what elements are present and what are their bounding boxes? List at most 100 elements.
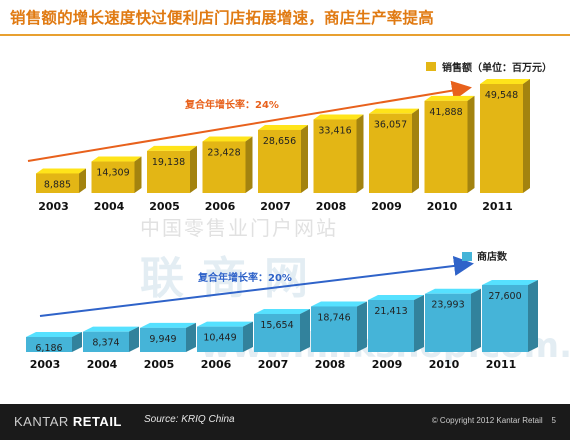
- stores-year-label: 2007: [258, 358, 289, 371]
- stores-bar-top: [425, 288, 481, 294]
- sales-bar-top: [147, 145, 197, 151]
- stores-year-label: 2010: [429, 358, 460, 371]
- sales-year-label: 2008: [316, 200, 347, 213]
- kantar-retail-logo: KANTAR RETAIL: [14, 414, 122, 429]
- sales-bar-side: [301, 124, 308, 193]
- stores-bar-side: [186, 322, 196, 352]
- charts-canvas: 复合年增长率：24% 销售额（单位：百万元） 8,885 2003 14,309 2004…: [26, 61, 552, 371]
- stores-trend-arrow: [39, 255, 474, 317]
- stores-legend-label: 商店数: [477, 250, 508, 263]
- stores-bar-top: [368, 294, 424, 300]
- stores-bar-side: [471, 288, 481, 352]
- stores-bar: [311, 306, 357, 352]
- page-title: 销售额的增长速度快过便利店门店拓展增速，商店生产率提高: [10, 9, 434, 27]
- page-number: 5: [551, 416, 556, 425]
- stores-bar: [197, 326, 243, 352]
- stores-bar-top: [254, 308, 310, 314]
- stores-bar-side: [300, 308, 310, 352]
- stores-bar: [482, 284, 528, 352]
- sales-bar-side: [190, 145, 197, 193]
- sales-legend-swatch: [426, 62, 436, 71]
- stores-value-label: 8,374: [92, 338, 119, 349]
- stores-bar-top: [197, 321, 253, 327]
- sales-bar-side: [523, 78, 530, 193]
- stores-value-label: 21,413: [374, 306, 407, 317]
- stores-bar: [26, 336, 72, 352]
- sales-cagr-annotation: 复合年增长率：24%: [184, 98, 279, 111]
- sales-bar: [258, 129, 301, 193]
- stores-bar: [140, 327, 186, 352]
- sales-bar-top: [258, 124, 308, 130]
- stores-year-label: 2003: [30, 358, 61, 371]
- sales-bar-side: [412, 108, 419, 193]
- stores-bar-side: [72, 331, 82, 352]
- stores-legend-swatch: [462, 252, 472, 261]
- sales-bar: [36, 173, 79, 193]
- sales-year-label: 2007: [260, 200, 291, 213]
- sales-bar-side: [134, 156, 142, 193]
- stores-year-label: 2004: [87, 358, 118, 371]
- sales-year-label: 2006: [205, 200, 236, 213]
- stores-bar: [83, 331, 129, 352]
- stores-value-label: 10,449: [203, 333, 236, 344]
- sales-bar-top: [91, 156, 142, 162]
- sales-trend-arrow: [27, 80, 472, 162]
- stores-bar: [368, 299, 414, 352]
- stores-value-label: 27,600: [488, 291, 521, 302]
- sales-year-label: 2003: [38, 200, 69, 213]
- sales-year-label: 2004: [94, 200, 125, 213]
- sales-legend-label: 销售额（单位：百万元）: [442, 61, 552, 74]
- sales-bar-top: [480, 78, 530, 84]
- stores-value-label: 18,746: [317, 312, 350, 323]
- stores-year-label: 2006: [201, 358, 232, 371]
- copyright-text: © Copyright 2012 Kantar Retail: [431, 416, 543, 425]
- stores-bar-side: [357, 301, 367, 352]
- stores-bar-side: [414, 294, 424, 352]
- stores-value-label: 23,993: [431, 300, 464, 311]
- stores-bar: [254, 313, 300, 352]
- sales-value-label: 28,656: [263, 136, 296, 147]
- sales-value-label: 36,057: [374, 120, 407, 131]
- sales-bar: [147, 150, 190, 193]
- stores-bar-top: [83, 326, 139, 332]
- stores-bar-top: [311, 301, 367, 307]
- stores-value-label: 6,186: [35, 343, 62, 354]
- sales-value-label: 33,416: [318, 125, 351, 136]
- sales-year-label: 2009: [371, 200, 402, 213]
- source-note: Source: KRIQ China: [144, 414, 235, 425]
- stores-bar-side: [243, 321, 253, 352]
- stores-year-label: 2005: [144, 358, 175, 371]
- sales-chart: 复合年增长率：24% 销售额（单位：百万元） 8,885 2003 14,309 2004…: [27, 61, 552, 213]
- stores-bar-top: [26, 331, 82, 337]
- sales-bar: [313, 119, 357, 193]
- sales-bar-side: [356, 114, 364, 193]
- sales-bar-side: [467, 95, 475, 193]
- stores-cagr-annotation: 复合年增长率：20%: [197, 271, 292, 284]
- stores-value-label: 15,654: [260, 320, 293, 331]
- sales-value-label: 23,428: [207, 147, 240, 158]
- sales-bar-top: [202, 136, 253, 142]
- stores-year-label: 2011: [486, 358, 517, 371]
- copyright-note: © Copyright 2012 Kantar Retail 5: [432, 416, 556, 425]
- stores-bar-top: [140, 322, 196, 328]
- sales-bar-top: [313, 114, 364, 120]
- sales-bar: [91, 161, 135, 193]
- brand-light: KANTAR: [14, 414, 73, 429]
- title-divider: [0, 34, 570, 36]
- stores-bar-top: [482, 279, 538, 285]
- sales-value-label: 49,548: [485, 90, 518, 101]
- stores-value-label: 9,949: [149, 334, 176, 345]
- stores-year-label: 2009: [372, 358, 403, 371]
- sales-bar-side: [79, 168, 86, 193]
- sales-year-label: 2005: [149, 200, 180, 213]
- sales-bar-side: [245, 136, 253, 193]
- sales-year-label: 2011: [482, 200, 513, 213]
- sales-value-label: 41,888: [429, 107, 462, 118]
- sales-bar: [424, 100, 468, 193]
- sales-bar: [202, 141, 246, 193]
- stores-bar-side: [528, 279, 538, 352]
- stores-chart: 复合年增长率：20% 商店数 6,186 2003 8,374 2004 9,949 2005…: [26, 250, 538, 371]
- brand-bold: RETAIL: [72, 414, 122, 429]
- stores-year-label: 2008: [315, 358, 346, 371]
- sales-value-label: 19,138: [152, 157, 185, 168]
